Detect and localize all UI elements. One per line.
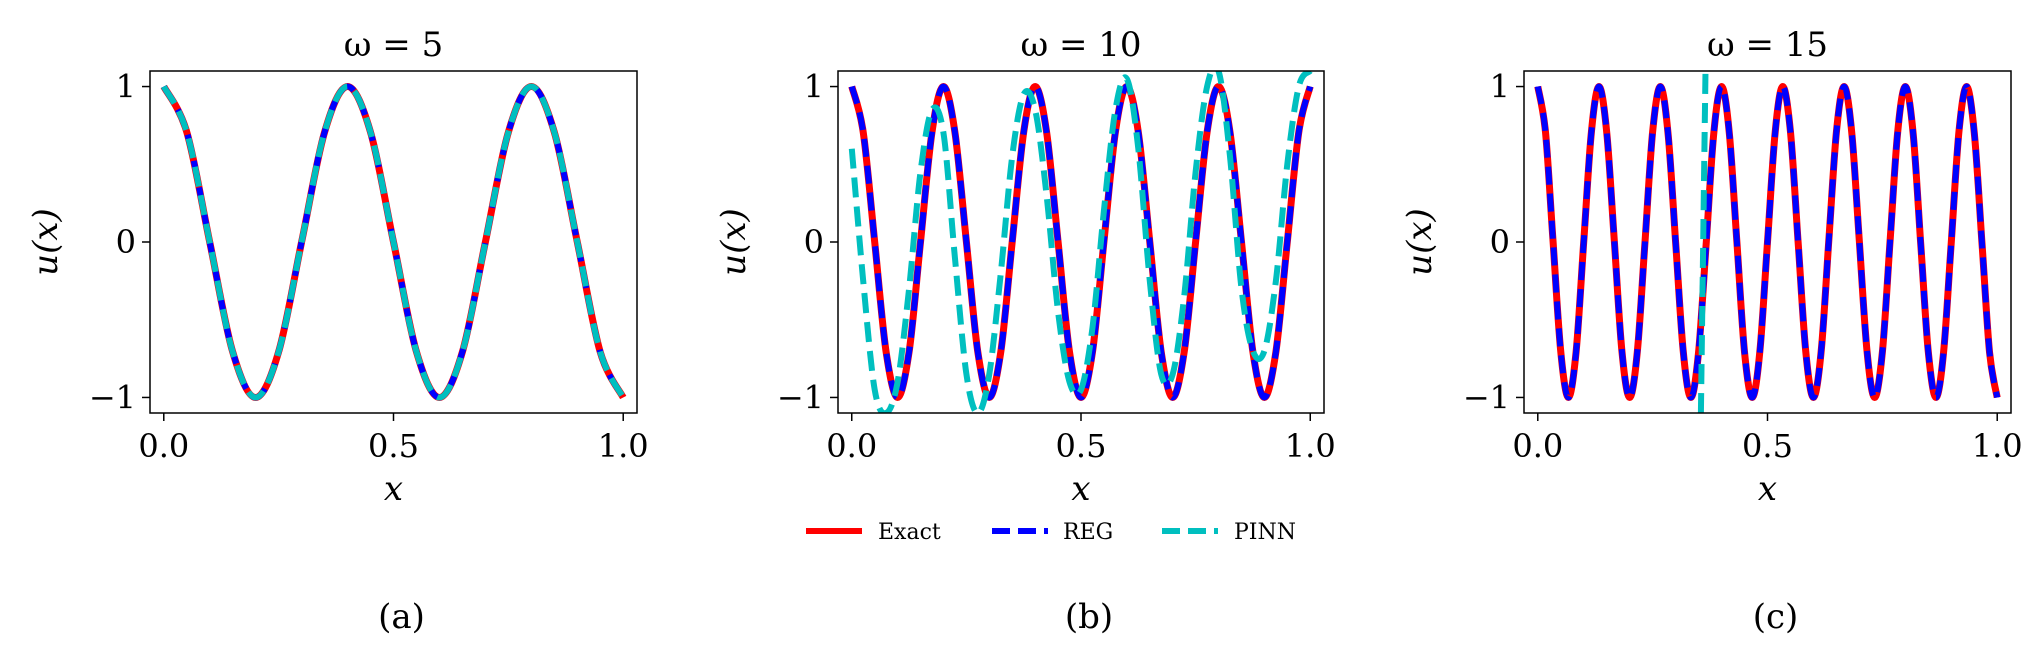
panel-title: ω = 10	[1020, 25, 1141, 65]
plot-area	[848, 71, 1314, 413]
y-tick-label: 1	[1490, 68, 1510, 106]
panel-caption: (b)	[1065, 597, 1113, 637]
panel-2: ω = 10 0.0 0.5 1.0 −1 0 1 x u(x) (b)	[714, 25, 1336, 637]
x-tick-label: 1.0	[1285, 427, 1336, 465]
y-tick-label: 0	[1490, 223, 1510, 261]
y-axis-label: u(x)	[26, 208, 66, 276]
y-tick-label: −1	[89, 378, 136, 416]
series-line-pinn	[161, 83, 626, 401]
series-line-reg	[848, 83, 1314, 401]
y-tick-label: 1	[116, 68, 136, 106]
y-tick-label: 0	[116, 223, 136, 261]
x-tick-label: 0.5	[1056, 427, 1107, 465]
panel-title: ω = 5	[344, 25, 443, 65]
legend: Exact REG PINN	[806, 520, 1296, 545]
plot-area	[1534, 71, 2001, 413]
x-tick-label: 0.5	[368, 427, 419, 465]
y-axis-label: u(x)	[714, 208, 754, 276]
panel-title: ω = 15	[1707, 25, 1828, 65]
x-axis-label: x	[384, 469, 403, 509]
x-tick-label: 0.0	[1512, 427, 1563, 465]
y-tick-label: −1	[777, 378, 824, 416]
y-tick-label: 0	[804, 223, 824, 261]
x-axis-label: x	[1758, 469, 1777, 509]
x-tick-label: 1.0	[1972, 427, 2023, 465]
legend-label-pinn: PINN	[1234, 520, 1296, 545]
panel-3: ω = 15 0.0 0.5 1.0 −1 0 1 x u(x) (c)	[1400, 25, 2023, 637]
panel-1: ω = 5 0.0 0.5 1.0 −1 0 1 x u(x) (a)	[26, 25, 649, 637]
y-axis-label: u(x)	[1400, 208, 1440, 276]
series-line-pinn	[1697, 71, 1709, 413]
x-tick-label: 0.0	[138, 427, 189, 465]
x-tick-label: 0.0	[826, 427, 877, 465]
y-tick-label: 1	[804, 68, 824, 106]
plot-area	[160, 83, 627, 401]
legend-label-reg: REG	[1063, 520, 1113, 545]
x-tick-label: 0.5	[1742, 427, 1793, 465]
x-axis-label: x	[1071, 469, 1090, 509]
panel-caption: (a)	[378, 597, 425, 637]
y-tick-label: −1	[1463, 378, 1510, 416]
series-line-pinn	[848, 71, 1313, 413]
x-tick-label: 1.0	[598, 427, 649, 465]
series-line-reg	[1534, 83, 2001, 401]
panel-caption: (c)	[1753, 597, 1799, 637]
legend-label-exact: Exact	[878, 520, 941, 545]
